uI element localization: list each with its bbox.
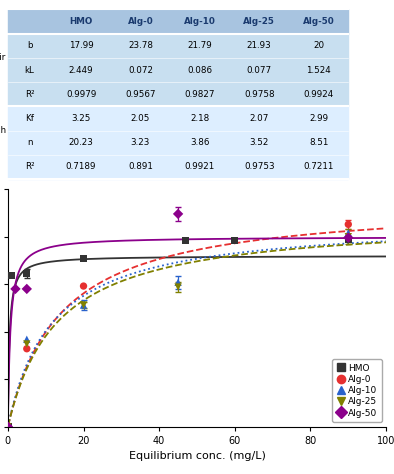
Text: 3.86: 3.86 bbox=[190, 138, 210, 147]
Bar bbox=[8, 58, 348, 82]
Text: 0.9827: 0.9827 bbox=[184, 90, 215, 99]
Point bbox=[175, 210, 181, 218]
Text: Alg-25: Alg-25 bbox=[243, 17, 275, 26]
Point bbox=[80, 283, 87, 290]
Text: 0.9924: 0.9924 bbox=[303, 90, 334, 99]
Point bbox=[24, 270, 30, 277]
Text: 20: 20 bbox=[313, 41, 324, 50]
Text: 0.9921: 0.9921 bbox=[185, 163, 215, 172]
Point bbox=[5, 423, 11, 430]
Bar bbox=[8, 9, 348, 34]
Bar bbox=[8, 155, 348, 179]
Text: 2.05: 2.05 bbox=[131, 114, 150, 123]
Bar bbox=[8, 34, 348, 58]
Point bbox=[9, 272, 15, 279]
Text: 0.7189: 0.7189 bbox=[66, 163, 96, 172]
Point bbox=[345, 220, 351, 228]
Text: 8.51: 8.51 bbox=[309, 138, 328, 147]
Text: 0.891: 0.891 bbox=[128, 163, 153, 172]
Point bbox=[5, 423, 11, 430]
Point bbox=[5, 423, 11, 430]
Text: Langmuir: Langmuir bbox=[0, 54, 6, 63]
Point bbox=[345, 233, 351, 240]
Point bbox=[80, 301, 87, 309]
Text: 1.524: 1.524 bbox=[306, 65, 331, 74]
Text: 3.25: 3.25 bbox=[71, 114, 91, 123]
Text: 2.99: 2.99 bbox=[309, 114, 328, 123]
Text: 20.23: 20.23 bbox=[69, 138, 93, 147]
Text: 0.9979: 0.9979 bbox=[66, 90, 96, 99]
Text: Alg-0: Alg-0 bbox=[128, 17, 153, 26]
X-axis label: Equilibrium conc. (mg/L): Equilibrium conc. (mg/L) bbox=[128, 451, 266, 461]
Point bbox=[12, 285, 19, 293]
Text: 0.086: 0.086 bbox=[187, 65, 212, 74]
Point bbox=[5, 423, 11, 430]
Text: Alg-50: Alg-50 bbox=[303, 17, 335, 26]
Text: R²: R² bbox=[25, 90, 34, 99]
Text: 0.9758: 0.9758 bbox=[244, 90, 275, 99]
Point bbox=[24, 345, 30, 353]
Point bbox=[80, 255, 87, 262]
Point bbox=[232, 237, 238, 244]
Point bbox=[175, 279, 181, 286]
Point bbox=[182, 237, 189, 244]
Text: 0.9567: 0.9567 bbox=[125, 90, 156, 99]
Text: 3.23: 3.23 bbox=[131, 138, 150, 147]
Point bbox=[5, 423, 11, 430]
Bar bbox=[8, 82, 348, 106]
Bar bbox=[8, 131, 348, 155]
Text: 2.449: 2.449 bbox=[69, 65, 93, 74]
Text: R²: R² bbox=[25, 163, 34, 172]
Text: 0.7211: 0.7211 bbox=[303, 163, 334, 172]
Point bbox=[24, 285, 30, 293]
Text: 0.072: 0.072 bbox=[128, 65, 153, 74]
Text: n: n bbox=[27, 138, 32, 147]
Text: kL: kL bbox=[25, 65, 35, 74]
Text: 3.52: 3.52 bbox=[249, 138, 269, 147]
Text: 21.93: 21.93 bbox=[247, 41, 271, 50]
Text: 17.99: 17.99 bbox=[69, 41, 93, 50]
Point bbox=[80, 301, 87, 309]
Point bbox=[345, 234, 351, 241]
Point bbox=[24, 336, 30, 343]
Text: HMO: HMO bbox=[69, 17, 93, 26]
Text: b: b bbox=[27, 41, 32, 50]
Legend: HMO, Alg-0, Alg-10, Alg-25, Alg-50: HMO, Alg-0, Alg-10, Alg-25, Alg-50 bbox=[333, 359, 382, 422]
Text: 21.79: 21.79 bbox=[188, 41, 212, 50]
Point bbox=[345, 236, 351, 243]
Point bbox=[175, 283, 181, 291]
Text: 23.78: 23.78 bbox=[128, 41, 153, 50]
Text: Alg-10: Alg-10 bbox=[184, 17, 216, 26]
Bar bbox=[8, 106, 348, 131]
Text: 0.9753: 0.9753 bbox=[244, 163, 275, 172]
Point bbox=[345, 229, 351, 237]
Text: Kf: Kf bbox=[25, 114, 34, 123]
Text: Freundlich: Freundlich bbox=[0, 126, 6, 135]
Text: 2.07: 2.07 bbox=[249, 114, 269, 123]
Text: 2.18: 2.18 bbox=[190, 114, 210, 123]
Text: 0.077: 0.077 bbox=[247, 65, 272, 74]
Point bbox=[24, 340, 30, 348]
